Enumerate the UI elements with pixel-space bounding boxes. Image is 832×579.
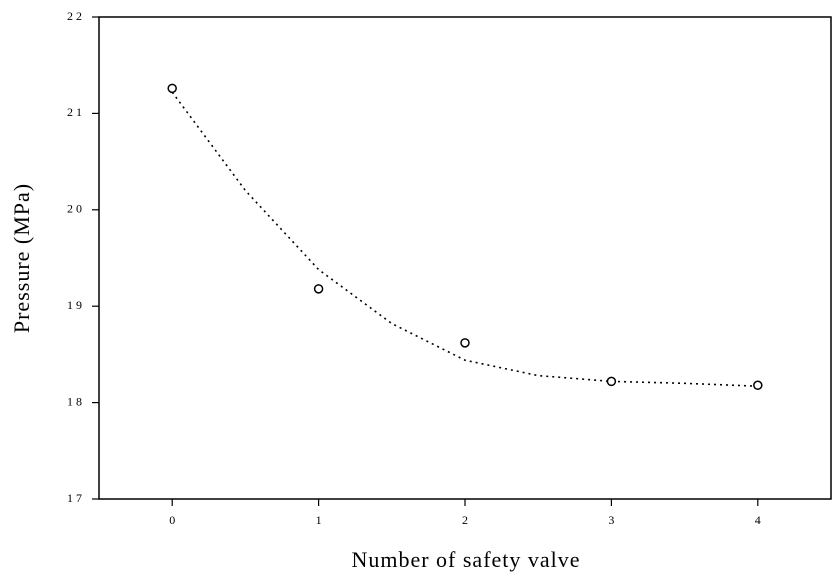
y-tick-label: 20 [67, 202, 85, 216]
y-tick-label: 21 [67, 105, 85, 119]
data-point [606, 376, 617, 387]
data-point [460, 338, 470, 348]
y-axis-label: Pressure (MPa) [9, 183, 34, 333]
y-tick-label: 22 [67, 9, 85, 23]
data-point [313, 284, 324, 294]
x-tick-label: 2 [462, 513, 471, 527]
x-tick-label: 3 [608, 513, 617, 527]
x-tick-label: 4 [755, 513, 764, 527]
data-point [753, 380, 763, 390]
x-tick-label: 0 [169, 513, 178, 527]
y-tick-label: 19 [67, 298, 85, 312]
fit-curve [171, 91, 758, 388]
data-point [167, 83, 177, 94]
x-tick-label: 1 [316, 513, 325, 527]
y-tick-label: 17 [67, 491, 85, 505]
x-axis-label: Number of safety valve [351, 547, 580, 572]
y-tick-label: 18 [67, 394, 85, 408]
plot-frame [98, 16, 832, 500]
